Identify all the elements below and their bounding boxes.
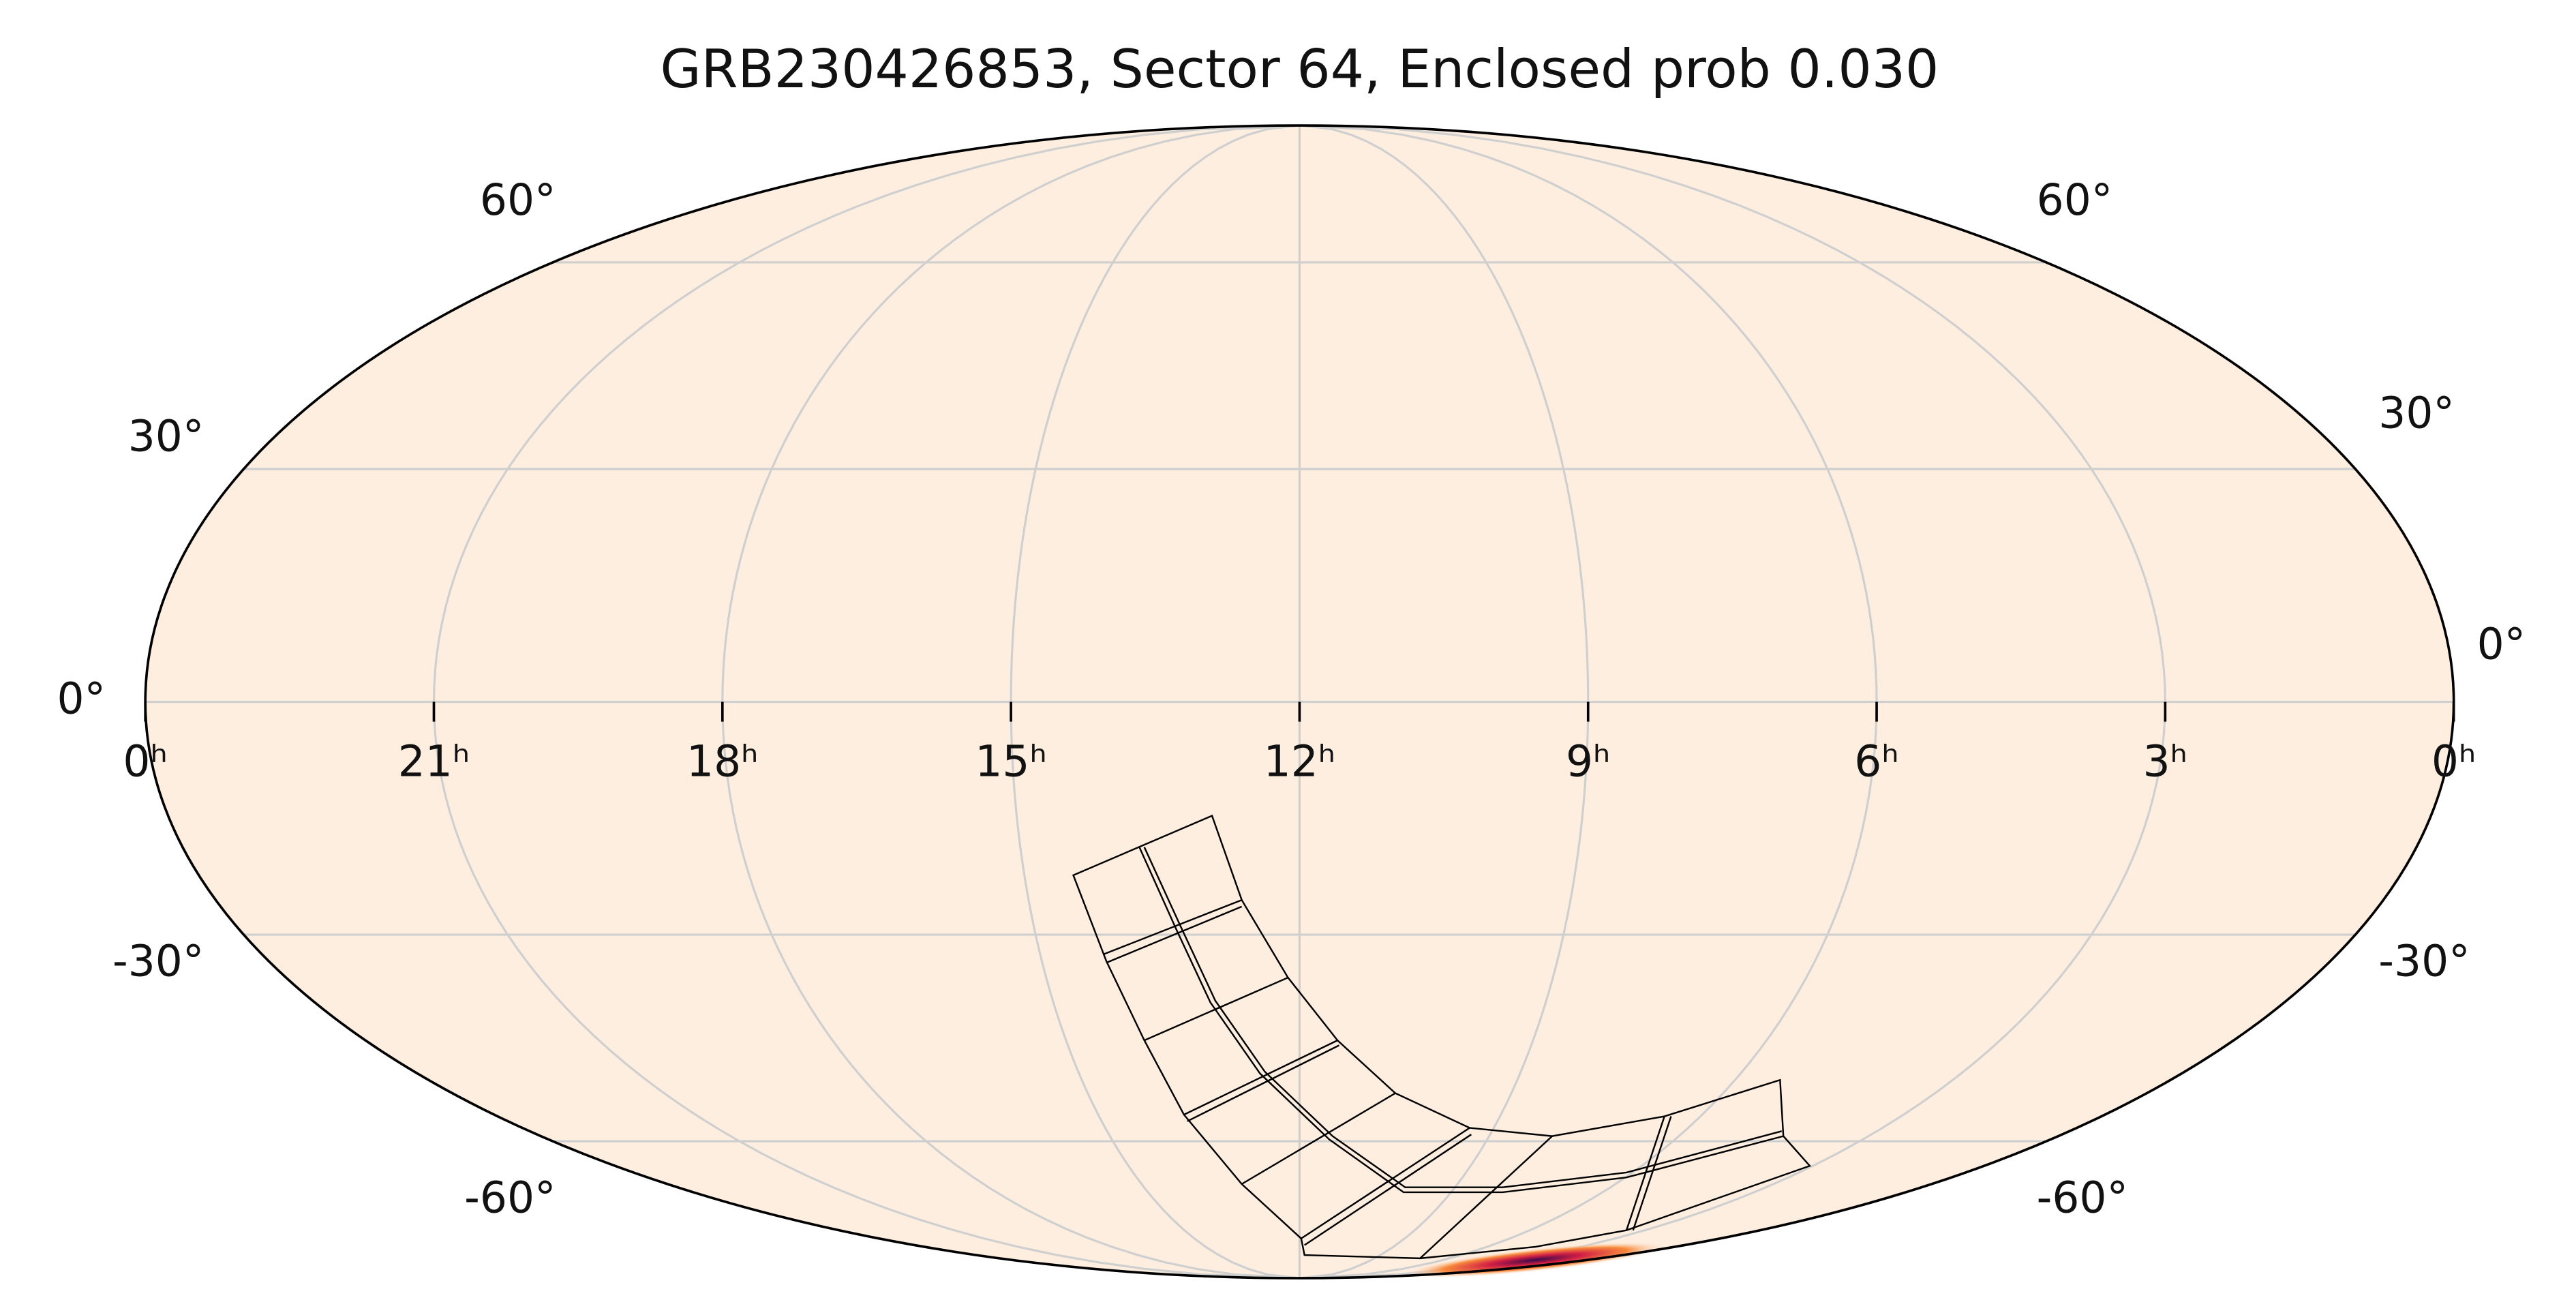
x-tick-label: 12ʰ <box>1264 737 1336 787</box>
labels: 0ʰ 21ʰ 18ʰ 15ʰ 12ʰ 9ʰ 6ʰ 3ʰ 0ʰ 60° 60° 30° 30° 0° 0° -3… <box>57 175 2526 1222</box>
x-tick-label: 15ʰ <box>975 737 1047 787</box>
x-tick-label: 6ʰ <box>1854 737 1899 787</box>
chart-title: GRB230426853, Sector 64, Enclosed prob 0… <box>661 39 1939 100</box>
y-tick-label: -60° <box>464 1173 556 1222</box>
y-tick-label: 60° <box>480 175 556 225</box>
x-tick-label: 21ʰ <box>398 737 470 787</box>
y-tick-label: -30° <box>112 937 204 986</box>
y-tick-label: 0° <box>57 674 106 724</box>
ccd-edges <box>1102 899 1672 1259</box>
x-tick-label: 18ʰ <box>686 737 759 787</box>
footprint-divider <box>1143 847 1783 1188</box>
probability-region <box>1404 1241 1667 1278</box>
footprint-outline <box>1072 815 1812 1260</box>
x-tick-label: 3ʰ <box>2143 737 2188 787</box>
y-tick-label: 60° <box>2037 175 2113 225</box>
footprint-divider <box>1138 847 1784 1194</box>
x-tick-label: 9ʰ <box>1566 737 1611 787</box>
x-tick-label: 0ʰ <box>2431 737 2476 787</box>
x-tick-label: 0ʰ <box>123 737 168 787</box>
y-tick-label: -60° <box>2037 1173 2128 1222</box>
y-tick-label: 30° <box>2378 389 2455 438</box>
plot-area: GRB230426853, Sector 64, Enclosed prob 0… <box>57 39 2526 1280</box>
footprint <box>1072 815 1812 1260</box>
y-tick-label: -30° <box>2378 937 2470 986</box>
y-tick-label: 0° <box>2477 620 2526 669</box>
y-tick-label: 30° <box>128 411 204 461</box>
